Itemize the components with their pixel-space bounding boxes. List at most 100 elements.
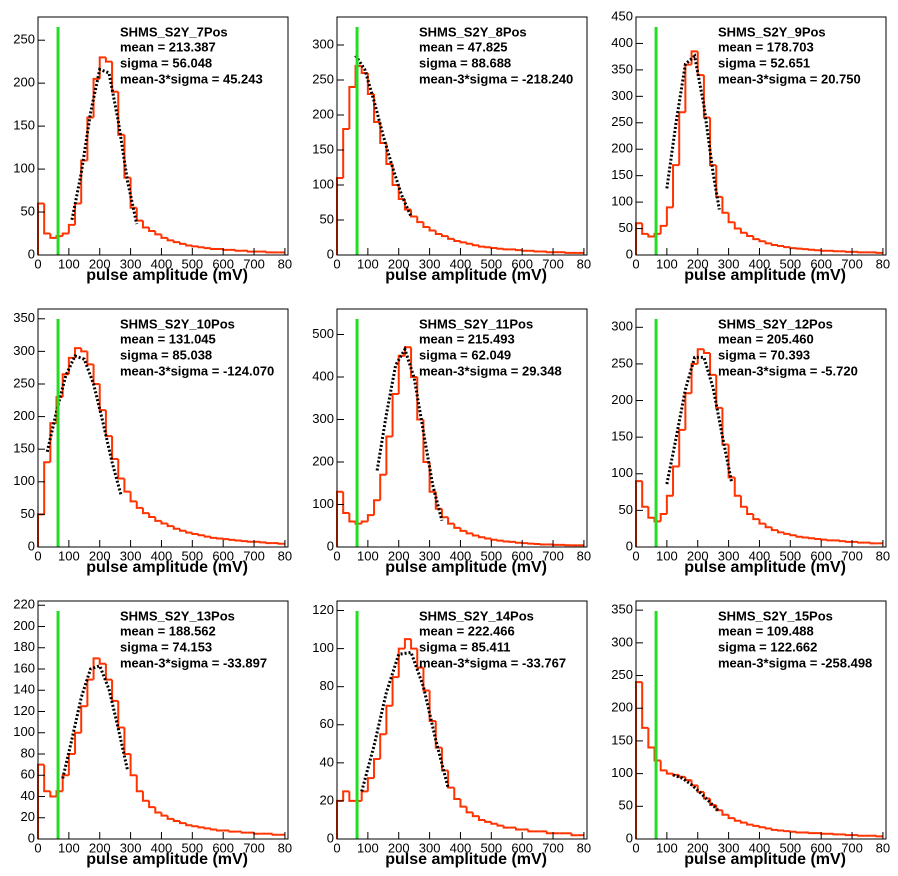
y-tick-label: 0 [327,538,334,553]
histogram-bin [690,362,698,394]
histogram-bin [148,227,156,232]
histogram-bin [440,747,449,772]
histogram-bin [141,791,150,802]
histogram-bin [410,639,418,650]
panel: 0 50 100 150 200 250 300 0 100 200 300 400 500 600 700… [611,308,890,576]
histogram-bin [515,827,523,831]
y-tick-label: 100 [13,724,35,739]
histogram-bin [336,177,344,255]
histogram-bin [459,799,467,808]
y-tick-label: 100 [13,161,35,176]
histogram-bin [366,777,375,792]
histogram-bin [776,244,785,248]
histogram-bin [857,834,865,837]
x-tick-label: 300 [419,840,441,855]
histogram-bin [770,527,778,532]
stat-text: mean = 205.460 [718,331,814,346]
stat-text: mean = 213.387 [120,39,216,54]
histogram-bin [43,203,51,235]
x-tick-label: 600 [810,840,832,855]
y-tick-label: 350 [13,310,35,325]
histogram-bin [203,535,211,538]
histogram-bin [838,540,846,543]
histogram-bin [672,773,680,776]
histogram-bin [727,212,735,224]
histogram-bin [647,506,655,519]
histogram-bin [665,770,674,775]
x-tick-label: 400 [450,548,472,563]
y-tick-label: 50 [21,203,35,218]
y-tick-label: 400 [611,35,633,50]
histogram-bin [216,829,224,832]
x-tick-label: 300 [419,256,441,271]
x-tick-label: 600 [212,256,234,271]
histogram-bin [776,829,785,832]
histogram-bin [733,818,741,822]
histogram-bin [789,533,797,537]
histogram-bin [178,242,187,245]
histogram-bin [795,831,803,834]
y-tick-label: 80 [320,678,334,693]
histogram-bin [123,478,131,493]
histogram-bin [471,812,479,818]
histogram-bin [844,250,853,253]
fit-curve [61,663,129,779]
plot-frame [336,600,588,840]
histogram-bin [135,775,143,793]
histogram-bin [641,223,649,235]
histogram-bin [564,251,572,254]
histogram-bin [484,537,492,540]
y-tick-label: 300 [312,411,334,426]
histogram-bin [477,245,486,248]
histogram-bin [715,374,723,409]
x-tick-label: 500 [181,548,203,563]
x-tick-label: 700 [243,256,265,271]
x-tick-label: 600 [212,840,234,855]
histogram-bin [659,760,667,772]
x-tick-label: 100 [58,256,80,271]
histogram-bin [360,790,368,801]
panel-title: SHMS_S2Y_9Pos [718,24,826,39]
histogram-bin [702,75,711,119]
y-tick-label: 100 [312,176,334,191]
y-tick-label: 250 [13,375,35,390]
fit-curve [70,67,139,225]
histogram-bin [440,508,449,519]
x-tick-label: 500 [779,548,801,563]
x-tick-label: 300 [120,256,142,271]
histogram-bin [440,234,449,238]
x-tick-label: 200 [388,256,410,271]
histogram-bin [447,770,455,789]
histogram-bin [459,527,467,532]
x-tick-label: 100 [58,548,80,563]
histogram-bin [117,458,125,480]
histogram-bin [117,700,125,729]
histogram-bin [55,790,63,797]
panel-title: SHMS_S2Y_13Pos [120,608,235,623]
histogram-bin [185,243,193,247]
stat-text: sigma = 74.153 [120,639,212,654]
histogram-bin [197,246,205,249]
stat-text: mean-3*sigma = -258.498 [718,655,872,670]
histogram-bin [98,56,106,79]
histogram-bin [348,791,356,802]
histogram-bin [209,828,218,831]
stat-text: sigma = 70.393 [718,347,810,362]
histogram-bin [373,758,381,779]
histogram-bin [61,774,69,792]
histogram-bin [776,530,785,534]
histogram-bin [410,209,418,218]
x-tick-label: 0 [632,548,639,563]
histogram-bin [428,462,436,493]
histogram-bin [240,831,248,834]
y-tick-label: 160 [13,660,35,675]
histogram-bin [49,791,57,798]
x-tick-label: 400 [450,840,472,855]
histogram-bin [533,250,541,253]
x-tick-label: 400 [151,548,173,563]
histogram-bin [197,533,205,537]
histogram-bin [647,727,655,749]
stat-text: mean = 47.825 [419,39,508,54]
histogram-bin [259,541,267,544]
